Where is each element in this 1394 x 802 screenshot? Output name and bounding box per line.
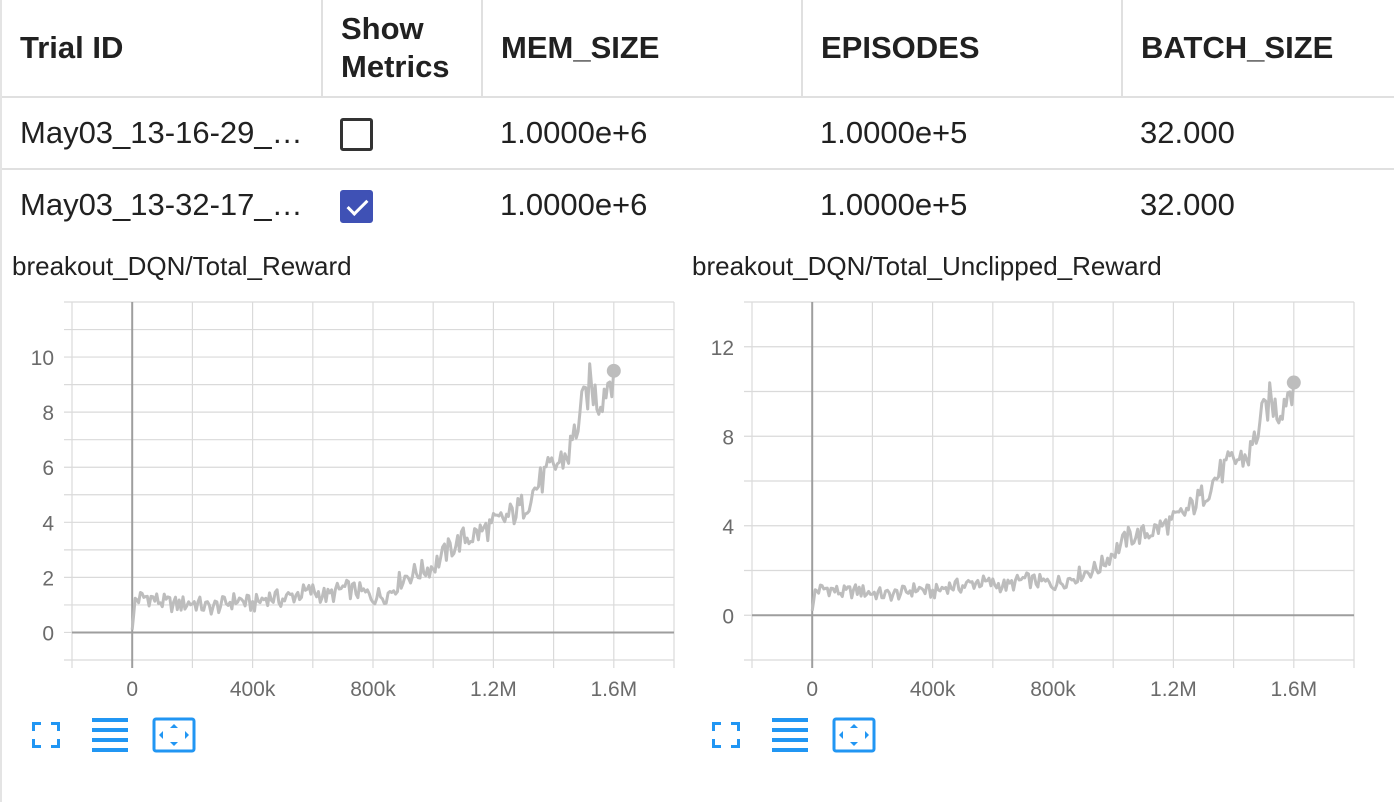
series-line [810,381,1296,612]
chart-card-total-unclipped-reward: breakout_DQN/Total_Unclipped_Reward 0 400… [692,248,1372,768]
last-point-marker [1286,375,1301,390]
x-tick-label: 800k [1030,678,1076,701]
y-tick-label: 0 [42,622,54,645]
mem-size-cell: 1.0000e+6 [482,97,802,170]
chart-total-reward[interactable]: 0 400k 800k 1.2M 1.6M 0 2 4 6 8 10 [12,288,692,708]
chart-title: breakout_DQN/Total_Unclipped_Reward [692,251,1162,281]
batch-size-cell: 32.000 [1122,97,1394,170]
show-metrics-checkbox[interactable] [340,118,373,152]
last-point-marker [606,363,621,378]
x-tick-label: 1.6M [590,678,637,701]
y-tick-label: 0 [722,605,734,628]
header-mem-size[interactable]: MEM_SIZE [481,0,802,98]
episodes-cell: 1.0000e+5 [820,186,968,222]
y-tick-label: 12 [711,337,734,360]
table-row: May03_13-32-17_… 1.0000e+6 1.0000e+5 32.… [2,169,1394,239]
x-tick-label: 0 [126,678,138,701]
y-tick-label: 4 [42,512,54,535]
fullscreen-icon[interactable] [710,717,742,753]
fit-domain-icon[interactable] [152,717,196,753]
chart-card-total-reward: breakout_DQN/Total_Reward 0 400k 800k 1.2M 1… [12,248,692,768]
x-tick-label: 800k [350,678,396,701]
x-tick-label: 1.6M [1270,678,1317,701]
mem-size-cell: 1.0000e+6 [500,186,648,222]
episodes-cell: 1.0000e+5 [802,97,1122,170]
y-tick-label: 2 [42,567,54,590]
x-tick-label: 1.2M [470,678,517,701]
y-tick-label: 8 [42,402,54,425]
header-trial-id[interactable]: Trial ID [2,0,322,98]
y-tick-label: 10 [31,347,54,370]
show-metrics-cell [322,169,482,239]
list-icon[interactable] [770,717,810,753]
y-tick-label: 6 [42,457,54,480]
fit-domain-icon[interactable] [832,717,876,753]
y-tick-label: 4 [722,516,734,539]
list-icon[interactable] [90,717,130,753]
x-tick-label: 400k [910,678,956,701]
batch-size-cell: 32.000 [1140,186,1235,222]
table-row: May03_13-16-29_… 1.0000e+6 1.0000e+5 32.… [2,97,1394,170]
chart-title: breakout_DQN/Total_Reward [12,251,352,281]
fullscreen-icon[interactable] [30,717,62,753]
header-show-metrics[interactable]: Show Metrics [321,0,482,98]
table-header-row: Trial ID Show Metrics MEM_SIZE EPISODES … [2,0,1394,98]
x-tick-label: 0 [806,678,818,701]
trial-id-cell[interactable]: May03_13-32-17_… [20,186,303,222]
chart-total-unclipped-reward[interactable]: 0 400k 800k 1.2M 1.6M 0 4 8 12 [692,288,1372,708]
trial-id-cell[interactable]: May03_13-16-29_… [2,97,322,170]
show-metrics-cell [322,97,482,170]
show-metrics-checkbox[interactable] [340,189,373,223]
trials-table: Trial ID Show Metrics MEM_SIZE EPISODES … [2,0,1394,239]
header-episodes[interactable]: EPISODES [801,0,1122,98]
x-tick-label: 400k [230,678,276,701]
series-line [130,362,616,630]
header-batch-size[interactable]: BATCH_SIZE [1121,0,1394,98]
x-tick-label: 1.2M [1150,678,1197,701]
y-tick-label: 8 [722,426,734,449]
